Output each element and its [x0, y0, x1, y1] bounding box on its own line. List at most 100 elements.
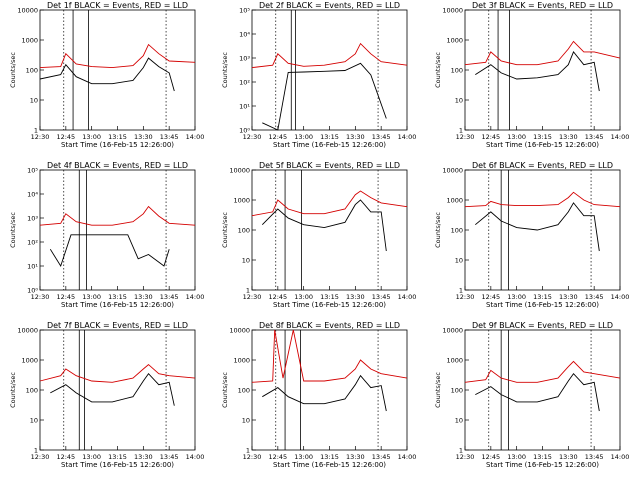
x-tick-label: 13:00 — [294, 453, 313, 461]
y-tick-label: 10³ — [27, 215, 38, 223]
x-tick-label: 12:45 — [56, 293, 75, 301]
y-tick-label: 10² — [239, 79, 250, 87]
x-tick-label: 12:30 — [456, 133, 475, 141]
lld-series-line — [464, 360, 621, 383]
y-axis-label: Counts/sec — [221, 212, 229, 248]
y-tick-label: 10² — [27, 239, 38, 247]
events-series-line — [475, 202, 600, 252]
axes-box — [464, 169, 621, 291]
y-tick-label: 100 — [238, 387, 250, 395]
axes-box — [464, 329, 621, 451]
y-tick-label: 10000 — [17, 7, 38, 15]
y-tick-label: 1 — [459, 287, 463, 295]
x-tick-label: 13:00 — [507, 133, 526, 141]
x-tick-label: 13:30 — [559, 293, 578, 301]
x-tick-label: 12:45 — [481, 453, 500, 461]
y-axis-label: Counts/sec — [434, 372, 442, 408]
x-tick-label: 12:45 — [268, 453, 287, 461]
chart-title: Det 9f BLACK = Events, RED = LLD — [472, 321, 613, 330]
chart-title: Det 1f BLACK = Events, RED = LLD — [47, 1, 188, 10]
x-tick-label: 13:30 — [134, 453, 153, 461]
x-tick-label: 13:15 — [108, 453, 127, 461]
panel-det-1f: Det 1f BLACK = Events, RED = LLD 1 10 100 10… — [9, 1, 204, 149]
panel-det-9f: Det 9f BLACK = Events, RED = LLD 1 10 100 10… — [434, 321, 629, 469]
chart-title: Det 2f BLACK = Events, RED = LLD — [259, 1, 400, 10]
axes-box — [39, 169, 196, 291]
y-tick-label: 10¹ — [27, 263, 38, 271]
y-tick-label: 10000 — [229, 167, 250, 175]
y-tick-label: 10⁵ — [27, 167, 38, 175]
x-tick-label: 13:00 — [294, 133, 313, 141]
chart-title: Det 5f BLACK = Events, RED = LLD — [259, 161, 400, 170]
events-series-line — [262, 374, 387, 412]
x-tick-label: 13:45 — [160, 133, 179, 141]
panel-det-6f: Det 6f BLACK = Events, RED = LLD 1 10 100 10… — [434, 161, 629, 309]
lld-series-line — [464, 40, 621, 66]
panel-det-3f: Det 3f BLACK = Events, RED = LLD 1 10 100 10… — [434, 1, 629, 149]
y-tick-label: 10000 — [442, 327, 463, 335]
y-tick-label: 10⁴ — [239, 31, 250, 39]
events-series-line — [475, 372, 600, 412]
y-tick-label: 1000 — [446, 197, 463, 205]
y-tick-label: 1000 — [21, 37, 38, 45]
y-tick-label: 10 — [30, 417, 38, 425]
y-tick-label: 1 — [459, 127, 463, 135]
events-series-line — [262, 62, 387, 131]
x-tick-label: 13:30 — [559, 133, 578, 141]
x-tick-label: 12:45 — [481, 133, 500, 141]
x-tick-label: 14:00 — [611, 133, 630, 141]
y-axis-label: Counts/sec — [434, 52, 442, 88]
x-tick-label: 13:00 — [507, 293, 526, 301]
x-tick-label: 14:00 — [398, 133, 417, 141]
y-tick-label: 1000 — [233, 197, 250, 205]
y-tick-label: 10000 — [442, 7, 463, 15]
y-tick-label: 100 — [26, 67, 38, 75]
y-axis-label: Counts/sec — [221, 372, 229, 408]
x-tick-label: 13:45 — [585, 133, 604, 141]
chart-title: Det 4f BLACK = Events, RED = LLD — [47, 161, 188, 170]
x-tick-label: 14:00 — [186, 453, 205, 461]
x-tick-label: 13:45 — [372, 133, 391, 141]
chart-title: Det 6f BLACK = Events, RED = LLD — [472, 161, 613, 170]
x-tick-label: 13:30 — [346, 453, 365, 461]
x-tick-label: 12:30 — [243, 453, 262, 461]
y-tick-label: 10⁵ — [239, 7, 250, 15]
events-series-line — [39, 57, 175, 92]
events-series-line — [475, 51, 600, 92]
x-tick-label: 13:15 — [533, 293, 552, 301]
y-axis-label: Counts/sec — [221, 52, 229, 88]
x-tick-label: 13:00 — [507, 453, 526, 461]
x-tick-label: 13:00 — [294, 293, 313, 301]
lld-series-line — [39, 364, 196, 383]
x-tick-label: 13:45 — [372, 453, 391, 461]
x-tick-label: 13:00 — [82, 293, 101, 301]
lld-series-line — [39, 43, 196, 69]
lld-series-line — [39, 205, 196, 226]
x-tick-label: 13:00 — [82, 453, 101, 461]
x-tick-label: 13:30 — [134, 293, 153, 301]
x-axis-label: Start Time (16-Feb-15 12:26:00) — [273, 301, 386, 309]
x-tick-label: 14:00 — [398, 293, 417, 301]
x-tick-label: 13:45 — [372, 293, 391, 301]
x-tick-label: 12:30 — [243, 293, 262, 301]
y-tick-label: 1 — [246, 287, 250, 295]
y-axis-label: Counts/sec — [9, 212, 17, 248]
x-axis-label: Start Time (16-Feb-15 12:26:00) — [61, 461, 174, 469]
lld-series-line — [251, 329, 408, 383]
x-tick-label: 13:30 — [559, 453, 578, 461]
axes-box — [251, 329, 408, 451]
y-axis-label: Counts/sec — [9, 372, 17, 408]
x-tick-label: 12:30 — [31, 453, 50, 461]
x-tick-label: 12:30 — [31, 293, 50, 301]
y-tick-label: 1 — [34, 447, 38, 455]
x-tick-label: 13:30 — [346, 293, 365, 301]
x-tick-label: 14:00 — [398, 453, 417, 461]
y-axis-label: Counts/sec — [434, 212, 442, 248]
chart-title: Det 3f BLACK = Events, RED = LLD — [472, 1, 613, 10]
x-axis-label: Start Time (16-Feb-15 12:26:00) — [486, 301, 599, 309]
y-tick-label: 10000 — [229, 327, 250, 335]
x-tick-label: 13:00 — [82, 133, 101, 141]
panel-det-5f: Det 5f BLACK = Events, RED = LLD 1 10 100 10… — [221, 161, 416, 309]
x-axis-label: Start Time (16-Feb-15 12:26:00) — [486, 461, 599, 469]
y-tick-label: 100 — [451, 227, 463, 235]
